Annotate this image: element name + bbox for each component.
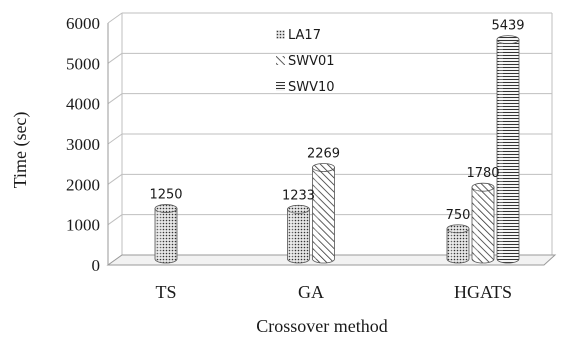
y-tick-label: 5000 — [66, 54, 100, 73]
side-gridline — [107, 133, 123, 145]
bar-hgats-swv10 — [496, 35, 520, 264]
y-tick-label: 2000 — [66, 175, 100, 194]
legend-label: LA17 — [288, 28, 321, 43]
category-label: GA — [298, 282, 324, 302]
data-label: 750 — [446, 208, 471, 223]
y-tick-label: 1000 — [66, 216, 100, 235]
y-tick-labels: 0 1000 2000 3000 4000 5000 6000 — [66, 14, 100, 275]
y-axis-title: Time (sec) — [10, 112, 31, 189]
category-label: TS — [155, 282, 176, 302]
bar-ga-swv01 — [312, 163, 335, 264]
data-labels: 1250 1233 2269 750 1780 5439 — [149, 19, 524, 223]
data-label: 1233 — [282, 188, 315, 203]
y-tick-label: 3000 — [66, 135, 100, 154]
x-axis-title: Crossover method — [256, 316, 387, 336]
bar-hgats-swv01 — [471, 182, 495, 264]
bar-ts-la17 — [154, 204, 178, 264]
legend: LA17 SWV01 SWV10 — [276, 28, 335, 95]
side-gridline — [107, 12, 123, 24]
legend-item: SWV10 — [276, 80, 335, 95]
legend-swatch — [276, 82, 285, 91]
side-gridline — [107, 52, 123, 64]
grid-layer — [106, 12, 557, 266]
side-gridline — [107, 214, 123, 226]
category-label: HGATS — [454, 282, 512, 302]
legend-label: SWV01 — [288, 54, 335, 69]
data-label: 5439 — [491, 19, 524, 34]
bar-ga-la17 — [287, 204, 310, 264]
legend-label: SWV10 — [288, 80, 335, 95]
bar-hgats-la17 — [446, 224, 470, 264]
legend-swatch — [276, 56, 285, 65]
legend-swatch — [276, 30, 285, 39]
y-tick-label: 4000 — [66, 95, 100, 114]
side-gridline — [107, 93, 123, 105]
data-label: 2269 — [307, 146, 340, 161]
y-tick-label: 6000 — [66, 14, 100, 33]
category-labels: TS GA HGATS — [155, 282, 512, 302]
legend-item: LA17 — [276, 28, 321, 43]
y-tick-label: 0 — [92, 256, 101, 275]
side-gridline — [107, 173, 123, 185]
data-label: 1780 — [466, 166, 499, 181]
legend-item: SWV01 — [276, 54, 335, 69]
bars — [154, 35, 520, 264]
data-label: 1250 — [149, 188, 182, 203]
